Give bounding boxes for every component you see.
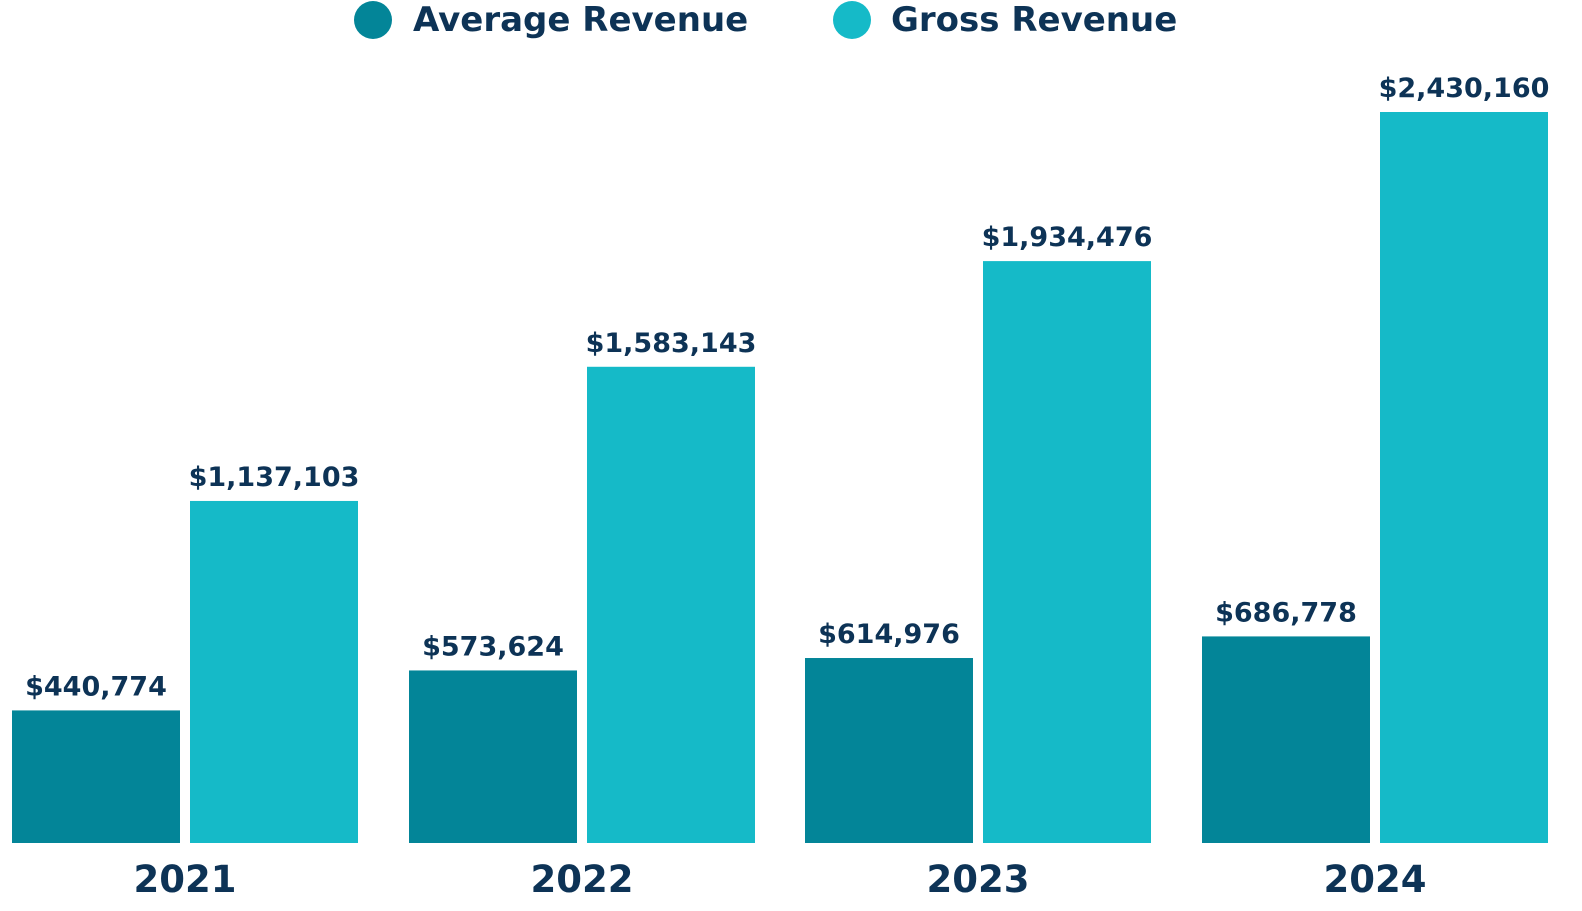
legend-swatch-gross-revenue: [833, 1, 871, 39]
bar-average-revenue-2021: [12, 710, 180, 843]
x-tick-label-2024: 2024: [1324, 858, 1427, 901]
bar-gross-revenue-2024: [1380, 112, 1548, 843]
x-tick-label-2021: 2021: [134, 858, 237, 901]
bars-group: [12, 112, 1548, 843]
value-label-average-revenue-2023: $614,976: [818, 619, 960, 650]
bar-gross-revenue-2021: [190, 500, 358, 843]
legend-label-average-revenue: Average Revenue: [413, 0, 748, 40]
bar-average-revenue-2024: [1202, 636, 1370, 843]
value-labels-group: $440,774 $1,137,103 $573,624 $1,583,143 $614…: [25, 73, 1549, 702]
value-label-gross-revenue-2022: $1,583,143: [586, 328, 757, 359]
value-label-gross-revenue-2021: $1,137,103: [189, 462, 360, 493]
x-tick-label-2022: 2022: [531, 858, 634, 901]
value-label-gross-revenue-2023: $1,934,476: [982, 222, 1153, 253]
bar-gross-revenue-2023: [983, 261, 1151, 843]
legend-swatch-average-revenue: [354, 1, 392, 39]
x-tick-label-2023: 2023: [927, 858, 1030, 901]
bar-gross-revenue-2022: [587, 366, 755, 843]
x-axis-ticks: 2021 2022 2023 2024: [134, 858, 1427, 901]
bar-average-revenue-2023: [805, 658, 973, 843]
legend-label-gross-revenue: Gross Revenue: [891, 0, 1177, 40]
value-label-average-revenue-2021: $440,774: [25, 671, 167, 702]
value-label-average-revenue-2024: $686,778: [1215, 597, 1357, 628]
legend: Average Revenue Gross Revenue: [354, 0, 1177, 40]
value-label-gross-revenue-2024: $2,430,160: [1379, 73, 1550, 104]
bar-average-revenue-2022: [409, 670, 577, 843]
value-label-average-revenue-2022: $573,624: [422, 631, 564, 662]
